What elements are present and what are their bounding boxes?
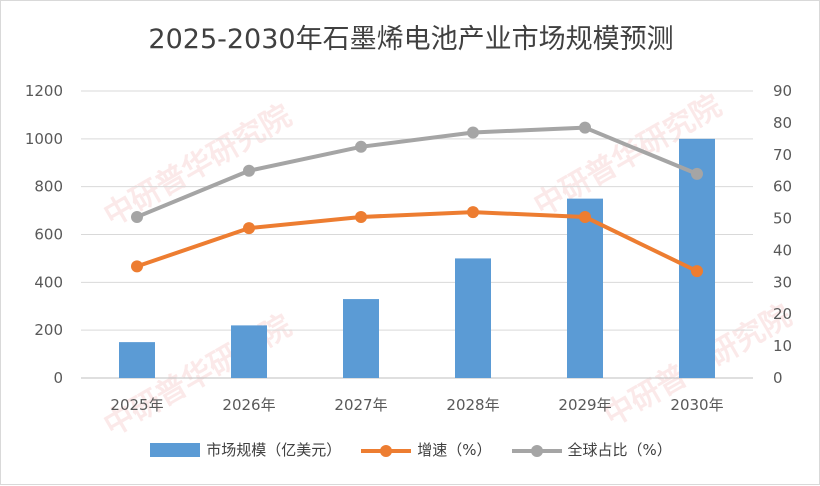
share-point[interactable]	[467, 126, 479, 139]
y-left-tick-label: 800	[34, 178, 63, 196]
legend-item-share[interactable]: 全球占比（%）	[511, 439, 672, 460]
legend-swatch-bar	[150, 442, 201, 457]
growth-line	[136, 210, 698, 273]
share-point[interactable]	[131, 210, 143, 223]
growth-point[interactable]	[467, 206, 479, 219]
legend-label: 全球占比（%）	[567, 441, 672, 459]
y-right-tick-label: 40	[773, 241, 792, 259]
legend: 市场规模（亿美元） 增速（%） 全球占比（%）	[1, 439, 820, 460]
y-right-tick-label: 60	[773, 178, 792, 196]
y-right-tick-label: 20	[773, 305, 792, 323]
legend-swatch-line	[361, 443, 412, 457]
x-tick-label: 2028年	[446, 396, 499, 414]
bar[interactable]	[455, 258, 491, 378]
y-right-tick-label: 50	[773, 210, 792, 228]
share-point[interactable]	[579, 121, 591, 134]
y-right-tick-label: 80	[773, 114, 792, 132]
x-tick-label: 2025年	[110, 396, 163, 414]
bar[interactable]	[567, 198, 603, 378]
share-point[interactable]	[355, 140, 367, 153]
growth-point[interactable]	[579, 210, 591, 223]
y-left-tick-label: 1000	[25, 130, 63, 148]
y-left-tick-label: 600	[34, 226, 63, 244]
bar[interactable]	[119, 342, 155, 378]
x-tick-label: 2026年	[222, 396, 275, 414]
growth-point[interactable]	[355, 210, 367, 223]
chart-title: 2025-2030年石墨烯电池产业市场规模预测	[148, 24, 674, 55]
growth-point[interactable]	[691, 265, 703, 278]
y-right-tick-label: 30	[773, 273, 792, 291]
share-point[interactable]	[691, 167, 703, 180]
y-left-tick-label: 1200	[25, 82, 63, 100]
bar[interactable]	[231, 325, 267, 378]
y-right-tick-label: 10	[773, 337, 792, 355]
legend-label: 增速（%）	[417, 441, 492, 459]
growth-point[interactable]	[243, 222, 255, 235]
legend-item-market-size[interactable]: 市场规模（亿美元）	[150, 439, 341, 460]
y-left-tick-label: 200	[34, 321, 63, 339]
bar[interactable]	[343, 299, 379, 378]
growth-point[interactable]	[131, 260, 143, 273]
legend-label: 市场规模（亿美元）	[206, 441, 342, 459]
y-right-tick-label: 90	[773, 82, 792, 100]
legend-swatch-line	[511, 443, 562, 457]
share-point[interactable]	[243, 164, 255, 177]
x-tick-label: 2027年	[334, 396, 387, 414]
share-line	[136, 125, 698, 219]
legend-item-growth[interactable]: 增速（%）	[361, 439, 492, 460]
y-right-tick-label: 70	[773, 146, 792, 164]
y-left-tick-label: 400	[34, 273, 63, 291]
x-tick-label: 2030年	[670, 396, 723, 414]
y-left-tick-label: 0	[53, 369, 63, 387]
y-right-tick-label: 0	[773, 369, 783, 387]
x-tick-label: 2029年	[558, 396, 611, 414]
